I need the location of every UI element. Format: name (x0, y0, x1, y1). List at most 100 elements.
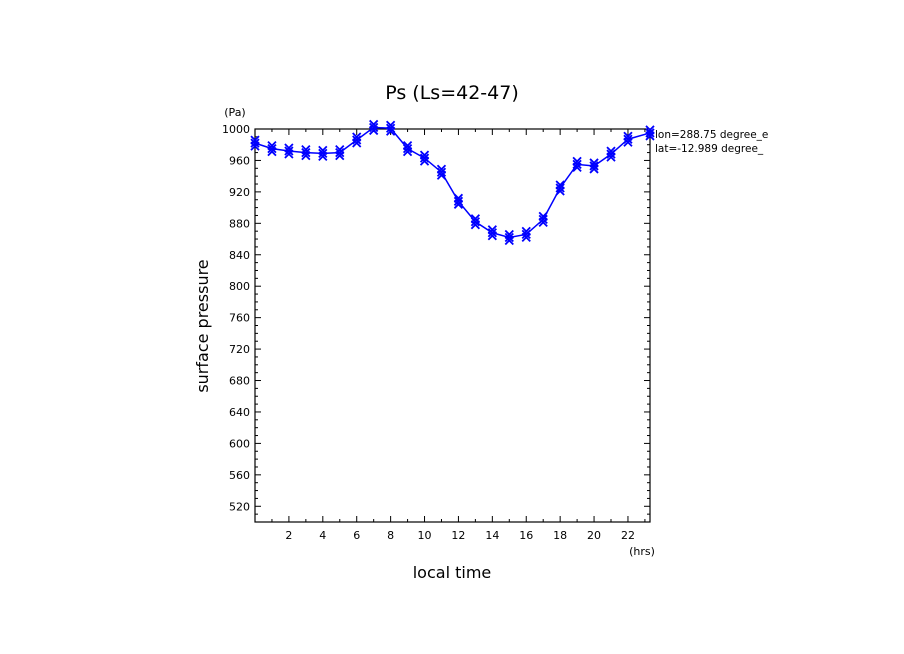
data-point-marker (318, 145, 328, 162)
data-point-marker (487, 225, 497, 241)
y-unit-label: (Pa) (224, 106, 245, 119)
y-tick-label: 680 (229, 375, 250, 388)
y-tick-label: 1000 (222, 123, 250, 136)
marker-x-stroke (470, 217, 481, 227)
marker-x-stroke (555, 186, 565, 196)
y-tick-label: 640 (229, 406, 250, 419)
marker-x-stroke (538, 217, 548, 228)
data-point-marker (538, 211, 548, 228)
data-point-marker (335, 144, 345, 161)
marker-x-stroke (589, 164, 599, 174)
marker-x-stroke (589, 161, 599, 171)
x-tick-label: 16 (519, 529, 533, 542)
y-tick-label: 720 (229, 343, 250, 356)
marker-x-stroke (521, 229, 531, 239)
marker-x-stroke (301, 150, 311, 161)
annotation-lon: lon=288.75 degree_e (655, 129, 768, 141)
data-point-marker (419, 150, 430, 166)
data-point-marker (589, 158, 599, 174)
y-tick-label: 560 (229, 469, 250, 482)
x-tick-label: 18 (553, 529, 567, 542)
y-axis-label: surface pressure (193, 259, 212, 392)
y-tick-label: 600 (229, 437, 250, 450)
marker-x-stroke (267, 144, 277, 154)
y-tick-label: 960 (229, 154, 250, 167)
marker-x-stroke (284, 146, 294, 156)
data-point-marker (301, 144, 311, 161)
marker-x-stroke (521, 232, 531, 242)
marker-x-stroke (385, 123, 396, 133)
x-tick-label: 2 (285, 529, 292, 542)
data-point-marker (606, 146, 616, 162)
marker-x-stroke (402, 144, 413, 154)
marker-x-stroke (419, 153, 430, 163)
marker-x-stroke (419, 156, 430, 166)
marker-x-stroke (645, 128, 655, 138)
marker-x-stroke (487, 231, 497, 241)
data-point-marker (284, 143, 294, 159)
marker-x-stroke (250, 138, 260, 148)
x-tick-label: 4 (319, 529, 326, 542)
marker-x-stroke (606, 152, 616, 162)
marker-x-stroke (504, 232, 514, 243)
data-point-marker (504, 229, 514, 246)
data-point-marker (250, 135, 260, 151)
marker-x-stroke (335, 147, 345, 158)
marker-x-stroke (453, 199, 464, 209)
marker-x-stroke (369, 125, 379, 136)
data-point-marker (555, 180, 565, 196)
y-tick-label: 880 (229, 217, 250, 230)
marker-x-stroke (504, 235, 514, 246)
marker-x-stroke (318, 151, 328, 162)
data-point-marker (521, 226, 531, 242)
data-point-marker (645, 125, 655, 141)
marker-x-stroke (352, 135, 362, 145)
data-point-marker (436, 164, 447, 180)
annotation-clip-mask (779, 120, 904, 165)
marker-x-stroke (555, 183, 565, 193)
y-tick-label: 760 (229, 312, 250, 325)
series-line (254, 126, 651, 239)
data-point-marker (572, 156, 582, 173)
marker-x-stroke (623, 137, 633, 147)
data-point-marker (623, 131, 633, 147)
data-point-marker (385, 120, 396, 136)
x-tick-label: 12 (451, 529, 465, 542)
x-tick-label: 22 (621, 529, 635, 542)
marker-x-stroke (301, 147, 311, 158)
x-tick-label: 20 (587, 529, 601, 542)
marker-x-stroke (436, 167, 447, 177)
data-point-marker (453, 193, 464, 209)
marker-x-stroke (538, 214, 548, 225)
marker-x-stroke (623, 134, 633, 144)
data-point-marker (352, 132, 362, 148)
x-tick-label: 6 (353, 529, 360, 542)
marker-x-stroke (352, 138, 362, 148)
marker-x-stroke (284, 149, 294, 159)
data-point-marker (369, 119, 379, 136)
marker-x-stroke (606, 149, 616, 159)
y-tick-label: 520 (229, 500, 250, 513)
marker-x-stroke (335, 150, 345, 161)
x-tick-label: 14 (485, 529, 499, 542)
data-point-marker (470, 214, 481, 230)
marker-x-stroke (572, 159, 582, 170)
marker-x-stroke (385, 126, 396, 136)
marker-x-stroke (318, 148, 328, 159)
y-tick-label: 920 (229, 186, 250, 199)
plot-frame (254, 128, 651, 523)
data-point-marker (267, 141, 277, 157)
y-tick-label: 800 (229, 280, 250, 293)
marker-x-stroke (453, 196, 464, 206)
y-tick-label: 840 (229, 249, 250, 262)
marker-x-stroke (267, 147, 277, 157)
x-tick-label: 10 (418, 529, 432, 542)
marker-x-stroke (402, 147, 413, 157)
marker-x-stroke (572, 162, 582, 173)
marker-x-stroke (487, 228, 497, 238)
marker-x-stroke (470, 220, 481, 230)
marker-x-stroke (645, 131, 655, 141)
data-point-marker (402, 141, 413, 157)
chart-title: Ps (Ls=42-47) (385, 82, 519, 104)
